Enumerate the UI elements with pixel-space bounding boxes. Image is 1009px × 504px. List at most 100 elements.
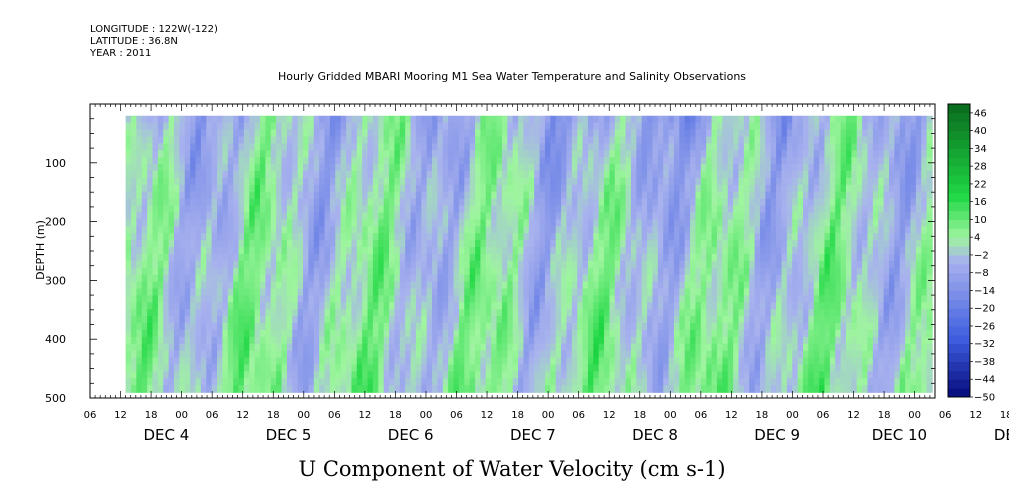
heatmap-cell [206, 329, 213, 338]
heatmap-cell [270, 357, 277, 366]
heatmap-cell [706, 323, 713, 331]
heatmap-cell [410, 267, 417, 276]
heatmap-cell [501, 191, 509, 200]
heatmap-column [684, 115, 691, 393]
heatmap-cell [523, 164, 530, 172]
heatmap-cell [190, 129, 197, 138]
heatmap-cell [276, 150, 283, 158]
heatmap-cell [582, 198, 589, 207]
heatmap-cell [356, 253, 363, 262]
heatmap-cell [614, 364, 621, 373]
heatmap-cell [641, 129, 648, 138]
heatmap-cell [609, 177, 616, 186]
heatmap-cell [663, 274, 670, 283]
heatmap-cell [604, 329, 611, 338]
heatmap-cell [163, 281, 170, 290]
heatmap-cell [131, 357, 138, 366]
heatmap-column [351, 115, 358, 393]
heatmap-cell [501, 226, 509, 234]
heatmap-cell [125, 240, 132, 248]
heatmap-cell [544, 329, 552, 338]
heatmap-cell [614, 136, 621, 145]
heatmap-cell [184, 205, 191, 214]
heatmap-cell [351, 198, 358, 207]
heatmap-cell [759, 357, 767, 366]
heatmap-cell [319, 357, 326, 366]
heatmap-cell [625, 143, 632, 152]
heatmap-cell [668, 240, 675, 248]
heatmap-cell [195, 177, 202, 186]
heatmap-cell [733, 274, 740, 283]
heatmap-cell [647, 129, 654, 138]
heatmap-cell [464, 336, 471, 345]
heatmap-cell [426, 378, 433, 386]
heatmap-cell [469, 198, 476, 207]
heatmap-cell [458, 136, 466, 145]
heatmap-cell [614, 385, 621, 393]
heatmap-cell [163, 260, 170, 269]
heatmap-cell [668, 378, 675, 386]
heatmap-cell [399, 150, 406, 158]
heatmap-cell [485, 288, 492, 297]
heatmap-cell [700, 350, 707, 359]
heatmap-cell [722, 171, 729, 179]
heatmap-cell [313, 385, 320, 393]
heatmap-cell [690, 240, 697, 248]
heatmap-cell [415, 378, 422, 386]
heatmap-cell [383, 329, 390, 338]
heatmap-cell [700, 226, 707, 234]
heatmap-cell [754, 253, 761, 262]
heatmap-cell [754, 205, 761, 214]
heatmap-cell [421, 226, 428, 234]
heatmap-cell [727, 288, 734, 297]
heatmap-cell [480, 129, 487, 138]
heatmap-cell [518, 115, 525, 124]
heatmap-cell [356, 267, 363, 276]
heatmap-cell [609, 288, 616, 297]
heatmap-cell [657, 316, 664, 324]
heatmap-cell [620, 233, 627, 241]
heatmap-cell [227, 212, 234, 221]
heatmap-cell [174, 350, 181, 359]
heatmap-cell [475, 233, 482, 241]
heatmap-cell [340, 150, 347, 158]
heatmap-cell [770, 226, 777, 234]
heatmap-cell [453, 247, 460, 255]
heatmap-cell [754, 295, 761, 303]
heatmap-cell [577, 281, 584, 290]
heatmap-cell [776, 143, 783, 152]
heatmap-cell [776, 157, 783, 165]
heatmap-cell [722, 288, 729, 297]
heatmap-cell [233, 240, 240, 248]
heatmap-cell [415, 323, 422, 331]
heatmap-cell [405, 171, 412, 179]
heatmap-cell [593, 205, 600, 214]
heatmap-cell [346, 150, 353, 158]
heatmap-cell [131, 184, 138, 193]
heatmap-cell [297, 295, 304, 303]
heatmap-cell [587, 253, 595, 262]
heatmap-cell [690, 157, 697, 165]
heatmap-cell [442, 350, 449, 359]
heatmap-cell [410, 309, 417, 317]
heatmap-cell [566, 212, 573, 221]
heatmap-cell [496, 212, 503, 221]
heatmap-cell [437, 122, 444, 131]
heatmap-cell [770, 115, 777, 124]
heatmap-cell [738, 129, 745, 138]
heatmap-cell [636, 240, 643, 248]
heatmap-cell [679, 115, 686, 124]
heatmap-cell [249, 136, 256, 145]
heatmap-cell [276, 240, 283, 248]
heatmap-cell [448, 302, 455, 310]
heatmap-cell [501, 212, 509, 221]
heatmap-cell [324, 122, 331, 131]
heatmap-cell [512, 316, 519, 324]
heatmap-cell [722, 226, 729, 234]
heatmap-cell [690, 302, 697, 310]
heatmap-cell [147, 378, 154, 386]
heatmap-cell [673, 343, 681, 352]
heatmap-cell [754, 343, 761, 352]
heatmap-cell [577, 247, 584, 255]
heatmap-cell [507, 253, 514, 262]
